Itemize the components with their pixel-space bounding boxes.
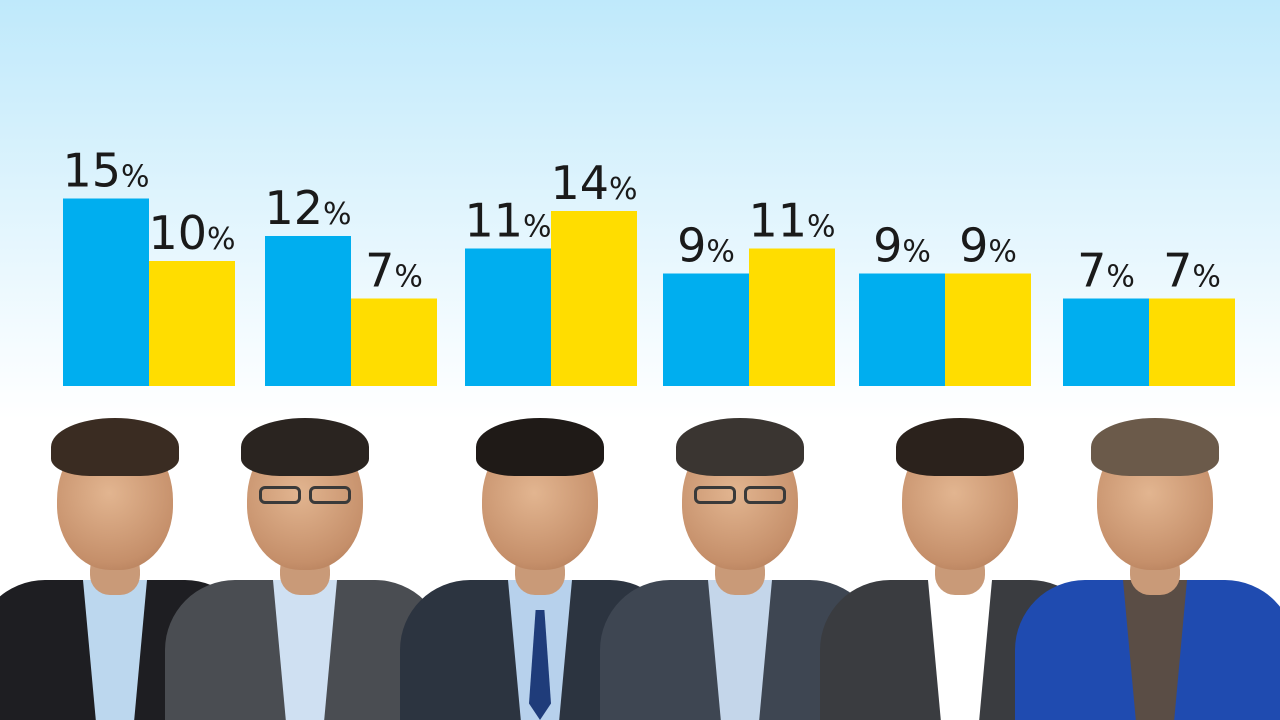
bar-group-1: 15%10% xyxy=(62,144,236,386)
bar-3-series-1 xyxy=(465,248,551,386)
data-label-3-series-2: 14% xyxy=(550,156,637,210)
glasses-left-lens xyxy=(694,486,736,504)
bar-group-4: 9%11% xyxy=(663,194,836,386)
bar-4-series-2 xyxy=(749,248,835,386)
bar-2-series-1 xyxy=(265,236,351,386)
person-2-portrait xyxy=(155,400,455,720)
hair xyxy=(51,418,179,476)
bar-group-5: 9% 9% xyxy=(859,219,1031,386)
bar-1-series-2 xyxy=(149,261,235,386)
hair xyxy=(1091,418,1219,476)
data-label-2-series-2: 7% xyxy=(365,244,423,298)
bar-5-series-2 xyxy=(945,273,1031,386)
glasses-right-lens xyxy=(744,486,786,504)
bar-2-series-2 xyxy=(351,298,437,386)
hair xyxy=(476,418,604,476)
bar-5-series-1 xyxy=(859,273,945,386)
person-6-portrait xyxy=(1005,400,1280,720)
bar-4-series-1 xyxy=(663,273,749,386)
data-label-3-series-1: 11% xyxy=(464,194,551,248)
tie xyxy=(529,610,551,720)
bar-6-series-2 xyxy=(1149,298,1235,386)
data-label-2-series-1: 12% xyxy=(264,181,351,235)
shirt xyxy=(708,580,772,720)
data-label-4-series-2: 11% xyxy=(748,194,835,248)
bar-6-series-1 xyxy=(1063,298,1149,386)
bar-group-6: 7% 7% xyxy=(1063,244,1235,386)
hair xyxy=(676,418,804,476)
shirt xyxy=(928,580,992,720)
portraits-strip xyxy=(0,400,1280,720)
data-label-5-series-1: 9% xyxy=(873,219,931,273)
bar-3-series-2 xyxy=(551,211,637,386)
bar-1-series-1 xyxy=(63,198,149,386)
data-label-4-series-1: 9% xyxy=(677,219,735,273)
data-label-5-series-2: 9% xyxy=(959,219,1017,273)
data-label-6-series-2: 7% xyxy=(1163,244,1221,298)
glasses-right-lens xyxy=(309,486,351,504)
bar-group-2: 12% 7% xyxy=(264,181,437,386)
data-label-1-series-2: 10% xyxy=(148,206,235,260)
bar-chart: 15%10%12%7%11%14%9%11% 9% 9% 7% 7% xyxy=(62,144,1235,386)
bar-group-3: 11%14% xyxy=(464,156,638,386)
data-label-1-series-1: 15% xyxy=(62,144,149,198)
hair xyxy=(896,418,1024,476)
hair xyxy=(241,418,369,476)
data-label-6-series-1: 7% xyxy=(1077,244,1135,298)
glasses-left-lens xyxy=(259,486,301,504)
